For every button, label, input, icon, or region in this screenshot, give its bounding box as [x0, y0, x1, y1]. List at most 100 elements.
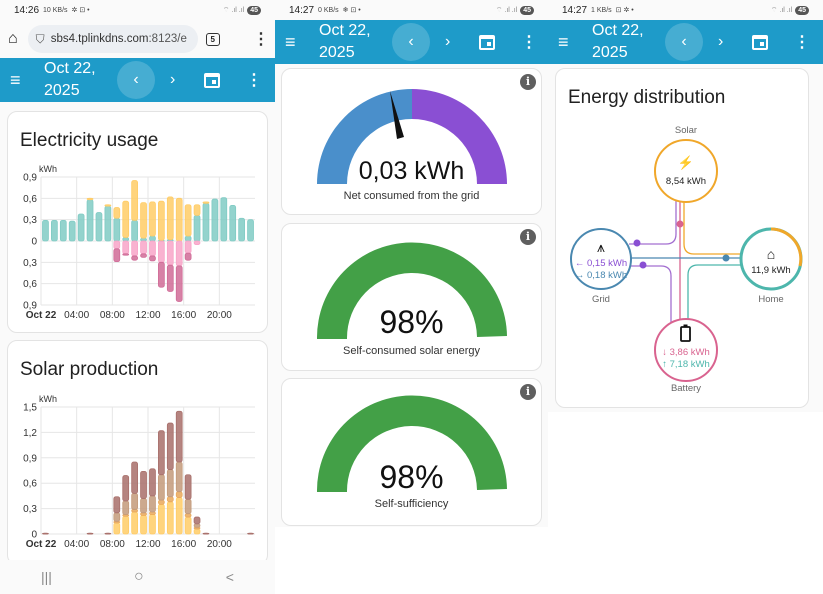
svg-text:08:00: 08:00 — [100, 539, 125, 550]
panel-distribution: 14:27 1 KB/s ⊡ ✲ • ⌔ .ıl .ıl 45 ≡ Oct 22… — [548, 0, 823, 412]
hamburger-menu-icon[interactable]: ≡ — [10, 69, 21, 90]
previous-day-button[interactable]: ‹ — [392, 23, 430, 61]
battery-node-label: Battery — [671, 383, 701, 394]
svg-text:0,9: 0,9 — [23, 453, 37, 464]
status-bar: 14:26 10 KB/s ✲ ⊡ • ⌔ .ıl .ıl 45 — [0, 0, 275, 20]
app-header: ≡ Oct 22, 2025 ‹ › ⋮ — [275, 20, 548, 64]
browser-home-icon[interactable]: ⌂ — [8, 30, 18, 47]
solar-production-chart[interactable]: 1,5 1,2 0,9 0,6 0,3 0 kWh Oct 22 04:00 08:00 12:00… — [8, 341, 269, 566]
wifi-signal-icon: ⌔ .ıl .ıl — [495, 6, 518, 14]
notification-icons: ⊡ ✲ • — [615, 7, 634, 14]
date-line-2: 2025 — [592, 44, 628, 61]
network-speed-indicator: 10 KB/s — [43, 6, 68, 14]
svg-text:0: 0 — [31, 237, 37, 248]
next-day-button[interactable]: › — [445, 33, 451, 50]
grid-net-gauge-card: i 0,03 kWh Net consumed from the grid — [281, 68, 542, 215]
date-display: Oct 22, 2025 — [592, 20, 662, 64]
solar-node-label: Solar — [675, 125, 697, 136]
network-speed-indicator: 0 KB/s — [318, 6, 339, 14]
next-day-button[interactable]: › — [170, 71, 176, 88]
self-sufficiency-gauge-card: i 98% Self-sufficiency — [281, 378, 542, 526]
energy-distribution-card: Energy distribution Solar ⚡ 8,54 kWh ⩚ ←… — [555, 68, 809, 408]
svg-text:12:00: 12:00 — [135, 310, 160, 321]
recents-button[interactable]: ||| — [41, 569, 52, 585]
battery-discharge-value: ↓ 3,86 kWh — [662, 347, 710, 358]
transmission-tower-icon: ⩚ — [597, 239, 605, 255]
tab-count-button[interactable]: 5 — [205, 32, 220, 46]
battery-node[interactable] — [654, 318, 718, 382]
battery-icon: 45 — [247, 5, 261, 15]
card-title: Solar production — [20, 359, 159, 380]
status-bar: 14:27 1 KB/s ⊡ ✲ • ⌔ .ıl .ıl 45 — [548, 0, 823, 20]
android-nav-bar: ||| ○ < — [0, 560, 275, 594]
home-button[interactable]: ○ — [134, 568, 144, 585]
self-consumed-gauge-card: i 98% Self-consumed solar energy — [281, 223, 542, 371]
svg-text:kWh: kWh — [39, 394, 57, 404]
grid-net-gauge — [317, 89, 507, 184]
calendar-icon[interactable] — [204, 72, 220, 88]
battery-icon: 45 — [795, 5, 809, 15]
grid-import-value: ← 0,15 kWh — [575, 258, 627, 269]
svg-text:0,9: 0,9 — [23, 301, 37, 312]
date-line-2: 2025 — [44, 82, 80, 99]
grid-node-label: Grid — [592, 294, 610, 305]
svg-text:0,3: 0,3 — [23, 504, 37, 515]
battery-charge-value: ↑ 7,18 kWh — [662, 359, 710, 370]
info-icon[interactable]: i — [520, 229, 536, 245]
svg-text:kWh: kWh — [39, 164, 57, 174]
more-options-icon[interactable]: ⋮ — [521, 34, 537, 51]
more-options-icon[interactable]: ⋮ — [246, 72, 262, 89]
hamburger-menu-icon[interactable]: ≡ — [285, 31, 296, 52]
info-icon[interactable]: i — [520, 384, 536, 400]
app-header: ≡ Oct 22, 2025 ‹ › ⋮ — [0, 58, 275, 102]
notification-icons: ✲ ⊡ • — [71, 7, 90, 14]
gauge-value: 98% — [379, 459, 444, 495]
date-line-1: Oct 22, — [319, 22, 371, 39]
self-consumed-gauge — [316, 242, 507, 339]
svg-text:1,5: 1,5 — [23, 403, 37, 414]
gauge-label: Net consumed from the grid — [343, 190, 480, 202]
grid-export-value: → 0,18 kWh — [575, 270, 627, 281]
calendar-icon[interactable] — [479, 34, 495, 50]
more-options-icon[interactable]: ⋮ — [794, 34, 810, 51]
calendar-icon[interactable] — [752, 34, 768, 50]
next-day-button[interactable]: › — [718, 33, 724, 50]
svg-text:Oct 22: Oct 22 — [26, 310, 57, 321]
svg-text:1,2: 1,2 — [23, 428, 37, 439]
back-button[interactable]: < — [225, 569, 234, 585]
gauge-value: 0,03 kWh — [358, 157, 465, 185]
wifi-signal-icon: ⌔ .ıl .ıl — [770, 6, 793, 14]
grid-node[interactable] — [570, 228, 632, 290]
svg-text:04:00: 04:00 — [64, 539, 89, 550]
status-time: 14:27 — [289, 4, 315, 16]
previous-day-button[interactable]: ‹ — [665, 23, 703, 61]
date-line-2: 2025 — [319, 44, 355, 61]
browser-menu-icon[interactable]: ⋮ — [253, 31, 269, 48]
status-time: 14:27 — [562, 4, 588, 16]
url-bar[interactable]: ⛉ sbs4.tplinkdns.com:8123/e — [27, 25, 198, 53]
solar-value: 8,54 kWh — [666, 176, 706, 187]
solar-production-card: Solar production 1,5 1,2 0,9 0,6 0,3 0 kWh Oct … — [7, 340, 268, 565]
solar-node[interactable] — [654, 139, 718, 203]
svg-text:0: 0 — [31, 530, 37, 541]
svg-text:08:00: 08:00 — [100, 310, 125, 321]
url-domain: sbs4.tplinkdns.com — [50, 33, 149, 45]
status-bar: 14:27 0 KB/s ❄ ⊡ • ⌔ .ıl .ıl 45 — [275, 0, 548, 20]
panel-gauges: 14:27 0 KB/s ❄ ⊡ • ⌔ .ıl .ıl 45 ≡ Oct 22… — [275, 0, 548, 527]
svg-text:16:00: 16:00 — [171, 539, 196, 550]
date-display: Oct 22, 2025 — [44, 58, 114, 102]
browser-toolbar: ⌂ ⛉ sbs4.tplinkdns.com:8123/e 5 ⋮ — [0, 20, 275, 58]
network-speed-indicator: 1 KB/s — [591, 6, 612, 14]
svg-text:0,6: 0,6 — [23, 479, 37, 490]
previous-day-button[interactable]: ‹ — [117, 61, 155, 99]
info-icon[interactable]: i — [520, 74, 536, 90]
url-path: :8123/e — [148, 33, 187, 45]
status-icons: ⌔ .ıl .ıl 45 — [495, 5, 534, 15]
gauge-label: Self-consumed solar energy — [343, 345, 480, 357]
notification-icons: ❄ ⊡ • — [342, 7, 361, 14]
home-icon: ⌂ — [767, 246, 775, 262]
battery-icon: 45 — [520, 5, 534, 15]
energy-flow-diagram: Solar ⚡ 8,54 kWh ⩚ ← 0,15 kWh → 0,18 kWh… — [570, 125, 803, 394]
hamburger-menu-icon[interactable]: ≡ — [558, 31, 569, 52]
